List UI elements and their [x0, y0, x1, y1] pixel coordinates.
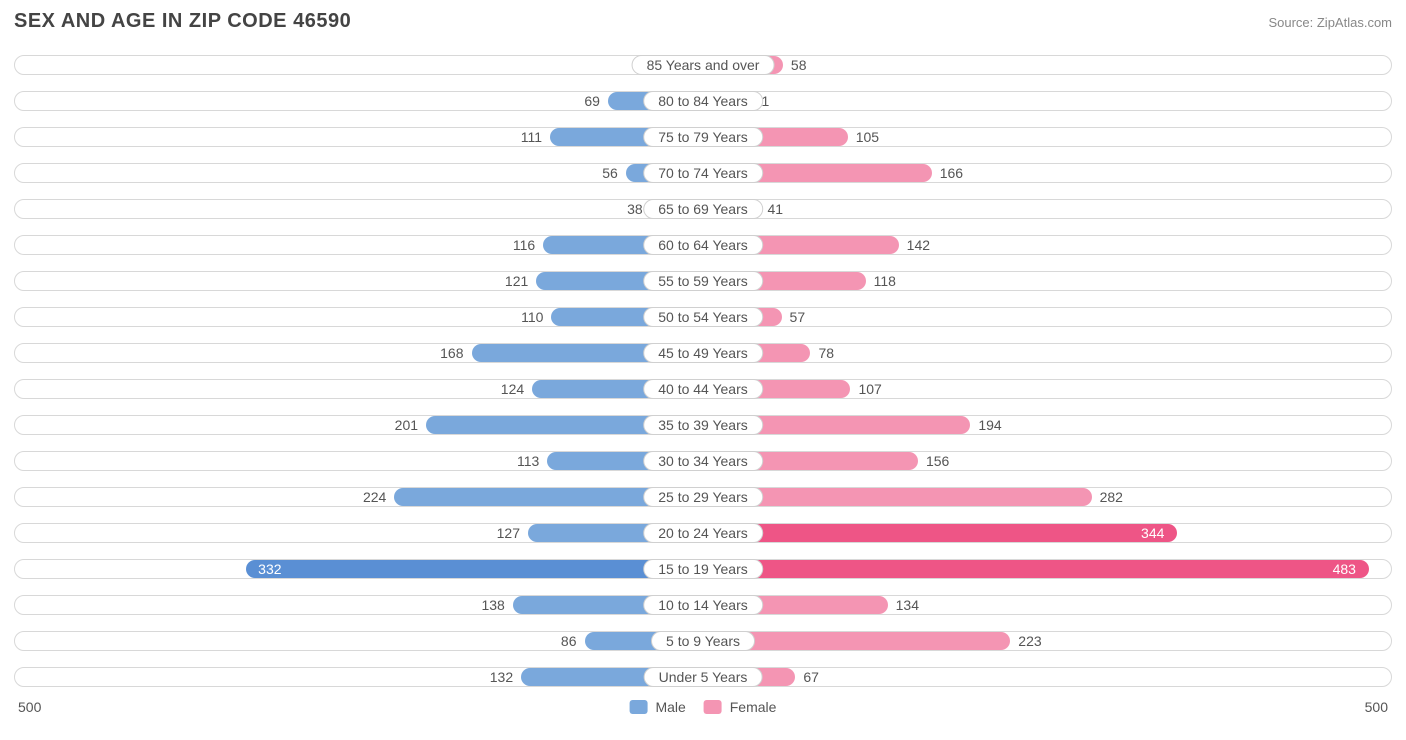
female-value: 118 [874, 267, 896, 295]
male-value: 56 [602, 159, 618, 187]
male-value: 201 [395, 411, 418, 439]
pyramid-row: 124 107 40 to 44 Years [14, 375, 1392, 403]
female-value: 166 [940, 159, 963, 187]
age-label: 15 to 19 Years [643, 559, 763, 579]
legend-female: Female [704, 699, 777, 715]
pyramid-row: 224 282 25 to 29 Years [14, 483, 1392, 511]
axis-max-left: 500 [18, 699, 41, 715]
age-label: 60 to 64 Years [643, 235, 763, 255]
female-value: 67 [803, 663, 819, 691]
female-value: 194 [978, 411, 1001, 439]
male-value: 224 [363, 483, 386, 511]
male-value: 110 [521, 303, 543, 331]
pyramid-row: 332 483 15 to 19 Years [14, 555, 1392, 583]
pyramid-row: 116 142 60 to 64 Years [14, 231, 1392, 259]
age-label: 65 to 69 Years [643, 199, 763, 219]
legend: Male Female [630, 699, 777, 715]
male-value: 121 [505, 267, 528, 295]
male-value: 332 [258, 555, 281, 583]
legend-female-label: Female [730, 699, 777, 715]
female-value: 134 [896, 591, 919, 619]
age-label: 30 to 34 Years [643, 451, 763, 471]
pyramid-row: 201 194 35 to 39 Years [14, 411, 1392, 439]
age-label: 5 to 9 Years [651, 631, 755, 651]
male-value: 132 [490, 663, 513, 691]
pyramid-row: 121 118 55 to 59 Years [14, 267, 1392, 295]
female-value: 107 [858, 375, 881, 403]
pyramid-row: 113 156 30 to 34 Years [14, 447, 1392, 475]
female-value: 58 [791, 51, 807, 79]
pyramid-row: 127 344 20 to 24 Years [14, 519, 1392, 547]
pyramid-row: 86 223 5 to 9 Years [14, 627, 1392, 655]
chart-source: Source: ZipAtlas.com [1268, 15, 1392, 30]
female-bar [703, 560, 1369, 578]
pyramid-row: 255885 Years and over [14, 51, 1392, 79]
age-label: 35 to 39 Years [643, 415, 763, 435]
legend-female-swatch [704, 700, 722, 714]
age-label: 55 to 59 Years [643, 271, 763, 291]
chart-footer: 500 Male Female 500 [14, 699, 1392, 723]
male-value: 138 [481, 591, 504, 619]
male-value: 86 [561, 627, 577, 655]
legend-male-label: Male [655, 699, 685, 715]
age-label: 50 to 54 Years [643, 307, 763, 327]
female-value: 142 [907, 231, 930, 259]
age-label: 45 to 49 Years [643, 343, 763, 363]
male-value: 38 [627, 195, 643, 223]
age-label: 85 Years and over [632, 55, 775, 75]
pyramid-row: 693180 to 84 Years [14, 87, 1392, 115]
age-label: 10 to 14 Years [643, 595, 763, 615]
pyramid-row: 168 78 45 to 49 Years [14, 339, 1392, 367]
legend-male-swatch [630, 700, 648, 714]
female-value: 105 [856, 123, 879, 151]
female-bar [703, 524, 1177, 542]
pyramid-row: 138 134 10 to 14 Years [14, 591, 1392, 619]
legend-male: Male [630, 699, 686, 715]
chart-title: SEX AND AGE IN ZIP CODE 46590 [14, 10, 351, 33]
pyramid-row: 111 105 75 to 79 Years [14, 123, 1392, 151]
pyramid-row: 110 57 50 to 54 Years [14, 303, 1392, 331]
female-value: 282 [1100, 483, 1123, 511]
female-value: 344 [1141, 519, 1164, 547]
age-label: Under 5 Years [644, 667, 763, 687]
age-label: 40 to 44 Years [643, 379, 763, 399]
female-value: 78 [818, 339, 834, 367]
pyramid-row: 56 166 70 to 74 Years [14, 159, 1392, 187]
pyramid-row: 38 4165 to 69 Years [14, 195, 1392, 223]
female-value: 41 [767, 195, 783, 223]
axis-max-right: 500 [1365, 699, 1388, 715]
age-label: 20 to 24 Years [643, 523, 763, 543]
male-value: 116 [513, 231, 535, 259]
female-value: 223 [1018, 627, 1041, 655]
male-value: 124 [501, 375, 524, 403]
age-label: 75 to 79 Years [643, 127, 763, 147]
female-value: 156 [926, 447, 949, 475]
male-value: 168 [440, 339, 463, 367]
age-label: 80 to 84 Years [643, 91, 763, 111]
male-value: 127 [497, 519, 520, 547]
chart-header: SEX AND AGE IN ZIP CODE 46590 Source: Zi… [14, 10, 1392, 33]
age-label: 25 to 29 Years [643, 487, 763, 507]
pyramid-row: 132 67 Under 5 Years [14, 663, 1392, 691]
male-value: 69 [584, 87, 600, 115]
female-value: 483 [1333, 555, 1356, 583]
age-label: 70 to 74 Years [643, 163, 763, 183]
male-value: 113 [517, 447, 539, 475]
male-bar [246, 560, 703, 578]
population-pyramid: 255885 Years and over693180 to 84 Years1… [14, 51, 1392, 691]
male-value: 111 [521, 123, 542, 151]
female-value: 57 [790, 303, 806, 331]
